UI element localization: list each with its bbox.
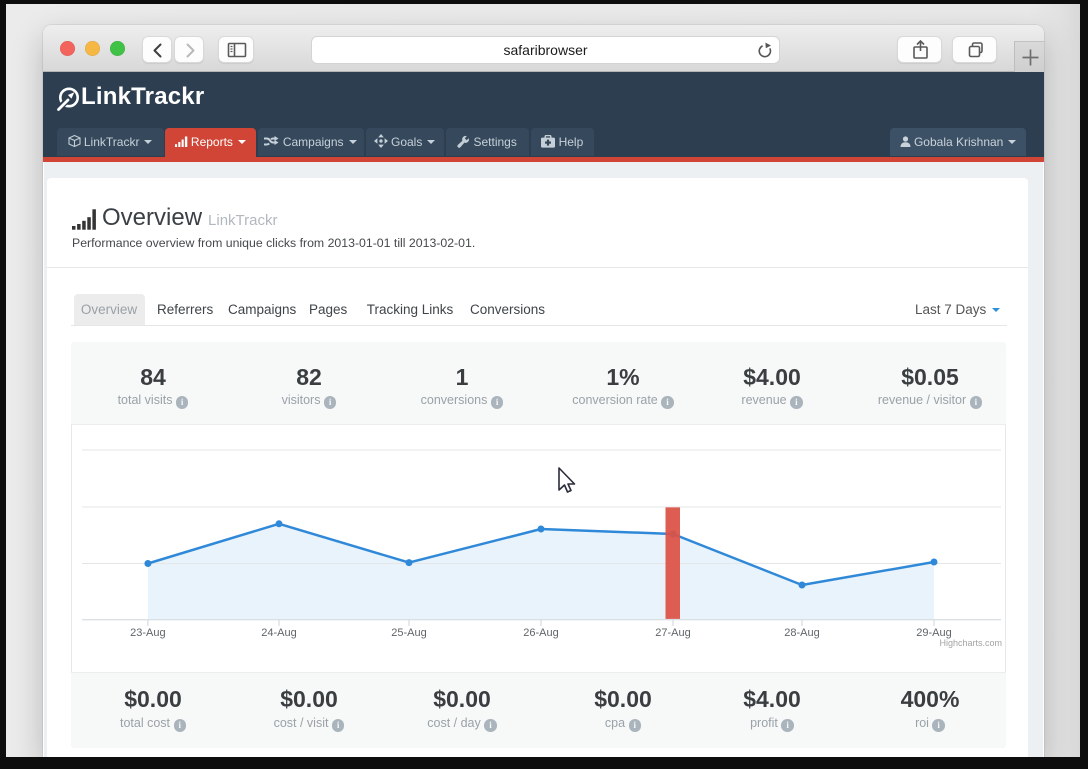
svg-text:29-Aug: 29-Aug [916, 627, 951, 639]
svg-text:Highcharts.com: Highcharts.com [939, 638, 1002, 648]
svg-text:26-Aug: 26-Aug [523, 627, 558, 639]
svg-text:25-Aug: 25-Aug [391, 627, 426, 639]
svg-text:23-Aug: 23-Aug [130, 627, 165, 639]
svg-text:24-Aug: 24-Aug [261, 627, 296, 639]
svg-text:27-Aug: 27-Aug [655, 627, 690, 639]
svg-text:28-Aug: 28-Aug [784, 627, 819, 639]
